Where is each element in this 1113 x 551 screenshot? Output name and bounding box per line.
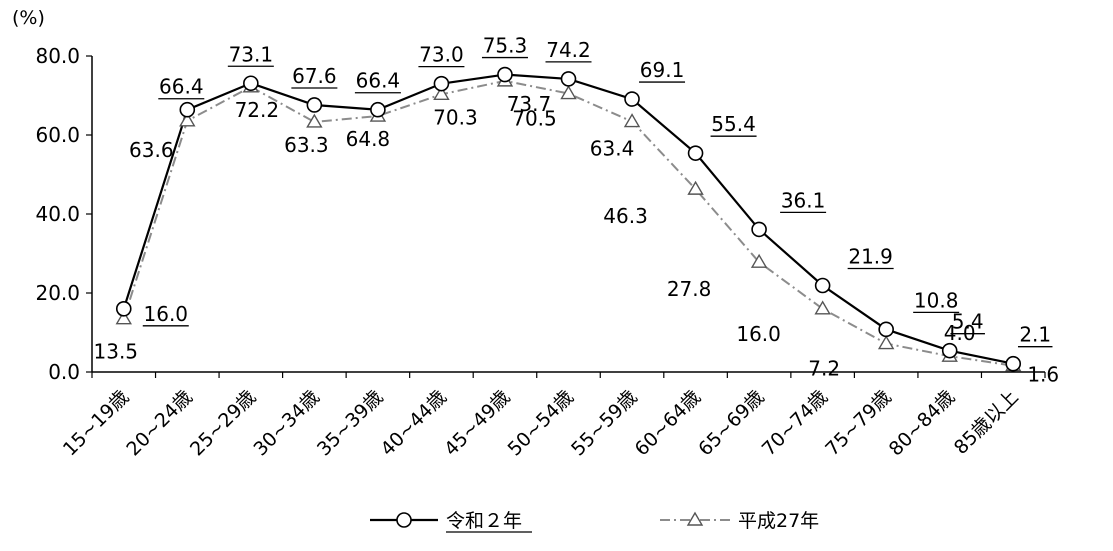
data-label-heisei27: 70.5	[512, 107, 557, 131]
y-tick-label: 0.0	[48, 360, 80, 384]
x-tick-label: 35~39歳	[313, 386, 387, 460]
triangle-marker	[623, 113, 641, 128]
data-label-heisei27: 64.8	[346, 127, 391, 151]
y-tick-label: 20.0	[35, 281, 80, 305]
triangle-marker	[687, 180, 704, 195]
series-layer	[115, 66, 1022, 372]
circle-marker	[115, 300, 132, 317]
data-label-reiwa2: 66.4	[356, 69, 401, 93]
data-label-reiwa2: 16.0	[144, 302, 189, 326]
data-label-heisei27: 72.2	[235, 98, 280, 122]
data-labels: 16.0 66.4 73.1 67.6 66.4 73.0 75.3 74.2 69.1 55.4…	[94, 34, 1060, 387]
x-tick-label: 65~69歳	[694, 386, 768, 460]
x-tick-label: 30~34歳	[249, 386, 323, 460]
data-label-reiwa2: 75.3	[483, 34, 528, 58]
data-label-heisei27: 7.2	[808, 357, 840, 381]
triangle-marker	[179, 112, 196, 127]
data-label-reiwa2: 55.4	[711, 112, 756, 136]
y-tick-label: 40.0	[35, 202, 80, 226]
y-axis-ticks: 0.0 20.0 40.0 60.0 80.0	[35, 44, 92, 384]
data-label-heisei27: 63.4	[590, 137, 635, 161]
x-tick-label: 60~64歳	[631, 386, 705, 460]
legend-marker-circle	[396, 512, 412, 528]
y-tick-label: 60.0	[35, 123, 80, 147]
legend-marker-triangle	[686, 511, 704, 526]
data-label-reiwa2: 67.6	[292, 64, 337, 88]
triangle-marker	[306, 113, 323, 128]
triangle-marker	[877, 335, 895, 350]
y-axis-unit-label: (%)	[12, 7, 45, 29]
circle-marker	[878, 321, 894, 338]
y-tick-label: 80.0	[35, 44, 80, 68]
x-tick-label: 70~74歳	[758, 386, 832, 460]
data-label-reiwa2: 74.2	[546, 38, 591, 62]
circle-marker	[179, 101, 196, 118]
triangle-marker	[433, 85, 450, 101]
x-tick-label: 25~29歳	[186, 386, 260, 460]
circle-marker	[941, 342, 958, 359]
x-tick-label: 20~24歳	[122, 386, 196, 460]
circle-marker	[370, 101, 386, 118]
legend-label-reiwa2: 令和２年	[446, 510, 522, 532]
circle-marker	[687, 145, 704, 161]
data-label-reiwa2: 36.1	[781, 188, 826, 212]
series-line-heisei27	[122, 79, 1014, 367]
data-label-heisei27: 63.6	[129, 138, 174, 162]
circle-marker	[306, 97, 323, 113]
x-tick-label: 45~49歳	[440, 386, 514, 460]
data-label-heisei27: 13.5	[94, 340, 139, 364]
data-label-heisei27: 4.0	[944, 321, 976, 345]
circle-marker	[497, 66, 513, 83]
x-tick-label: 80~84歳	[885, 386, 959, 460]
x-tick-label: 15~19歳	[59, 386, 133, 460]
triangle-marker	[814, 300, 831, 315]
data-label-heisei27: 46.3	[603, 204, 648, 228]
x-tick-label: 50~54歳	[504, 386, 578, 460]
circle-marker	[560, 71, 577, 87]
data-label-heisei27: 16.0	[736, 322, 781, 346]
x-tick-label: 55~59歳	[567, 386, 641, 460]
data-label-reiwa2: 21.9	[848, 244, 893, 268]
x-tick-label: 85歳以上	[950, 386, 1023, 459]
data-label-reiwa2: 2.1	[1019, 323, 1051, 347]
circle-marker	[243, 75, 259, 92]
data-label-reiwa2: 66.4	[159, 75, 204, 99]
data-label-reiwa2: 5.4	[952, 310, 984, 334]
x-axis-ticks: 15~19歳20~24歳25~29歳30~34歳35~39歳40~44歳45~4…	[59, 372, 1046, 460]
circle-marker	[814, 277, 831, 294]
triangle-marker	[560, 85, 577, 100]
legend: 令和２年 平成27年	[370, 510, 819, 533]
data-label-heisei27: 1.6	[1027, 363, 1059, 387]
triangle-marker	[750, 253, 768, 268]
legend-label-heisei27: 平成27年	[738, 510, 819, 532]
data-label-reiwa2: 73.0	[419, 43, 464, 67]
data-label-heisei27: 27.8	[667, 277, 712, 301]
data-label-heisei27: 73.7	[507, 92, 552, 116]
triangle-marker	[115, 310, 132, 325]
data-label-reiwa2: 73.1	[229, 42, 274, 66]
circle-marker	[433, 75, 450, 92]
x-tick-label: 75~79歳	[821, 386, 895, 460]
data-label-reiwa2: 69.1	[640, 58, 685, 82]
x-tick-label: 40~44歳	[377, 386, 451, 460]
data-label-heisei27: 70.3	[433, 105, 478, 129]
circle-marker	[1005, 355, 1022, 372]
circle-marker	[751, 221, 767, 238]
circle-marker	[624, 91, 640, 107]
data-label-heisei27: 63.3	[284, 133, 329, 157]
data-label-reiwa2: 10.8	[914, 288, 959, 312]
